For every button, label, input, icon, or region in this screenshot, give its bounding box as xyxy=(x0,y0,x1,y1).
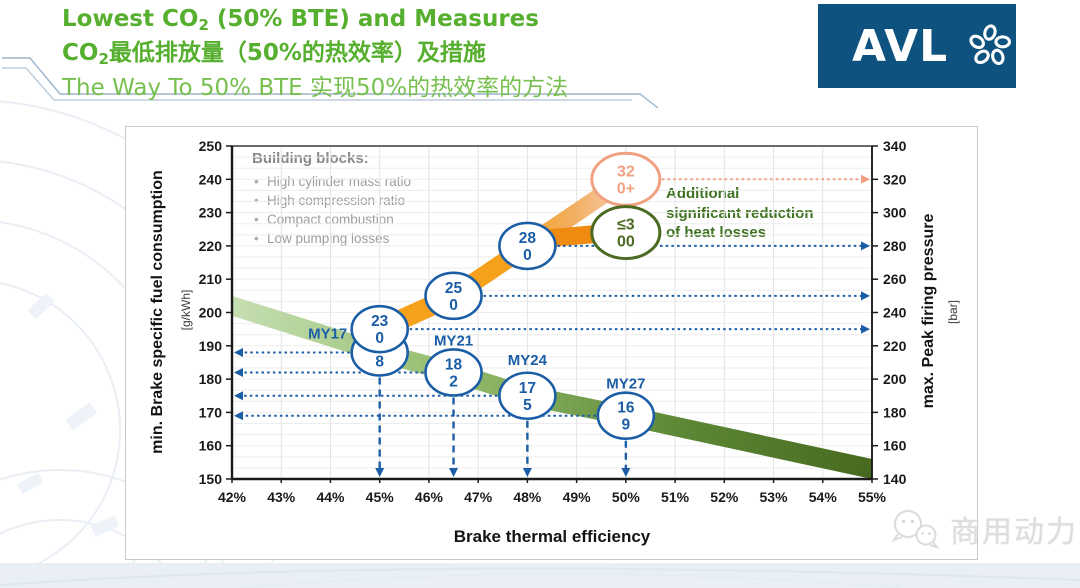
building-blocks-title: Building blocks: xyxy=(252,150,369,167)
building-block-item: High cylinder mass ratio xyxy=(252,172,482,191)
heat-loss-annotation-line: Additional xyxy=(666,185,740,202)
right-axis-title: max. Peak firing pressure xyxy=(920,213,937,409)
title-text: (50% BTE) and Measures xyxy=(208,6,539,32)
avl-logo-text: AVL xyxy=(852,20,949,72)
title-text: 最低排放量（50%的热效率）及措施 xyxy=(108,40,486,66)
title-block: Lowest CO2 (50% BTE) and Measures CO2最低排… xyxy=(62,6,568,103)
heat-loss-annotation-line: significant reduction xyxy=(666,204,814,222)
building-block-item: Compact combustion xyxy=(252,210,482,229)
avl-logo: AVL xyxy=(818,4,1016,88)
title-text: Lowest CO xyxy=(62,6,199,32)
left-axis-unit: [g/kWh] xyxy=(179,289,193,331)
watermark: 商用动力 xyxy=(888,505,1078,553)
left-axis-title: min. Brake specific fuel consumption xyxy=(149,170,166,454)
title-text: CO xyxy=(62,40,99,66)
heat-loss-annotation: Additional significant reduction of heat l… xyxy=(666,184,876,243)
x-axis-title: Brake thermal efficiency xyxy=(453,527,651,546)
co2-subscript: 2 xyxy=(198,16,209,34)
building-blocks-list: High cylinder mass ratioHigh compression… xyxy=(252,172,482,248)
building-block-item: High compression ratio xyxy=(252,191,482,210)
decorative-line xyxy=(2,57,659,109)
page-subtitle: The Way To 50% BTE 实现50%的热效率的方法 xyxy=(62,75,569,101)
right-axis-unit: [bar] xyxy=(946,299,960,325)
building-block-item: Low pumping losses xyxy=(252,229,482,248)
heat-loss-annotation-line: of heat losses xyxy=(666,224,767,241)
wechat-icon xyxy=(891,510,940,549)
building-blocks: Building blocks: High cylinder mass rati… xyxy=(252,150,482,248)
avl-logo-icon xyxy=(969,24,1012,66)
co2-subscript: 2 xyxy=(98,50,109,68)
watermark-text: 商用动力 xyxy=(950,515,1078,550)
page-title: Lowest CO2 (50% BTE) and Measures xyxy=(62,6,568,39)
page-title-chinese: CO2最低排放量（50%的热效率）及措施 xyxy=(62,39,568,74)
